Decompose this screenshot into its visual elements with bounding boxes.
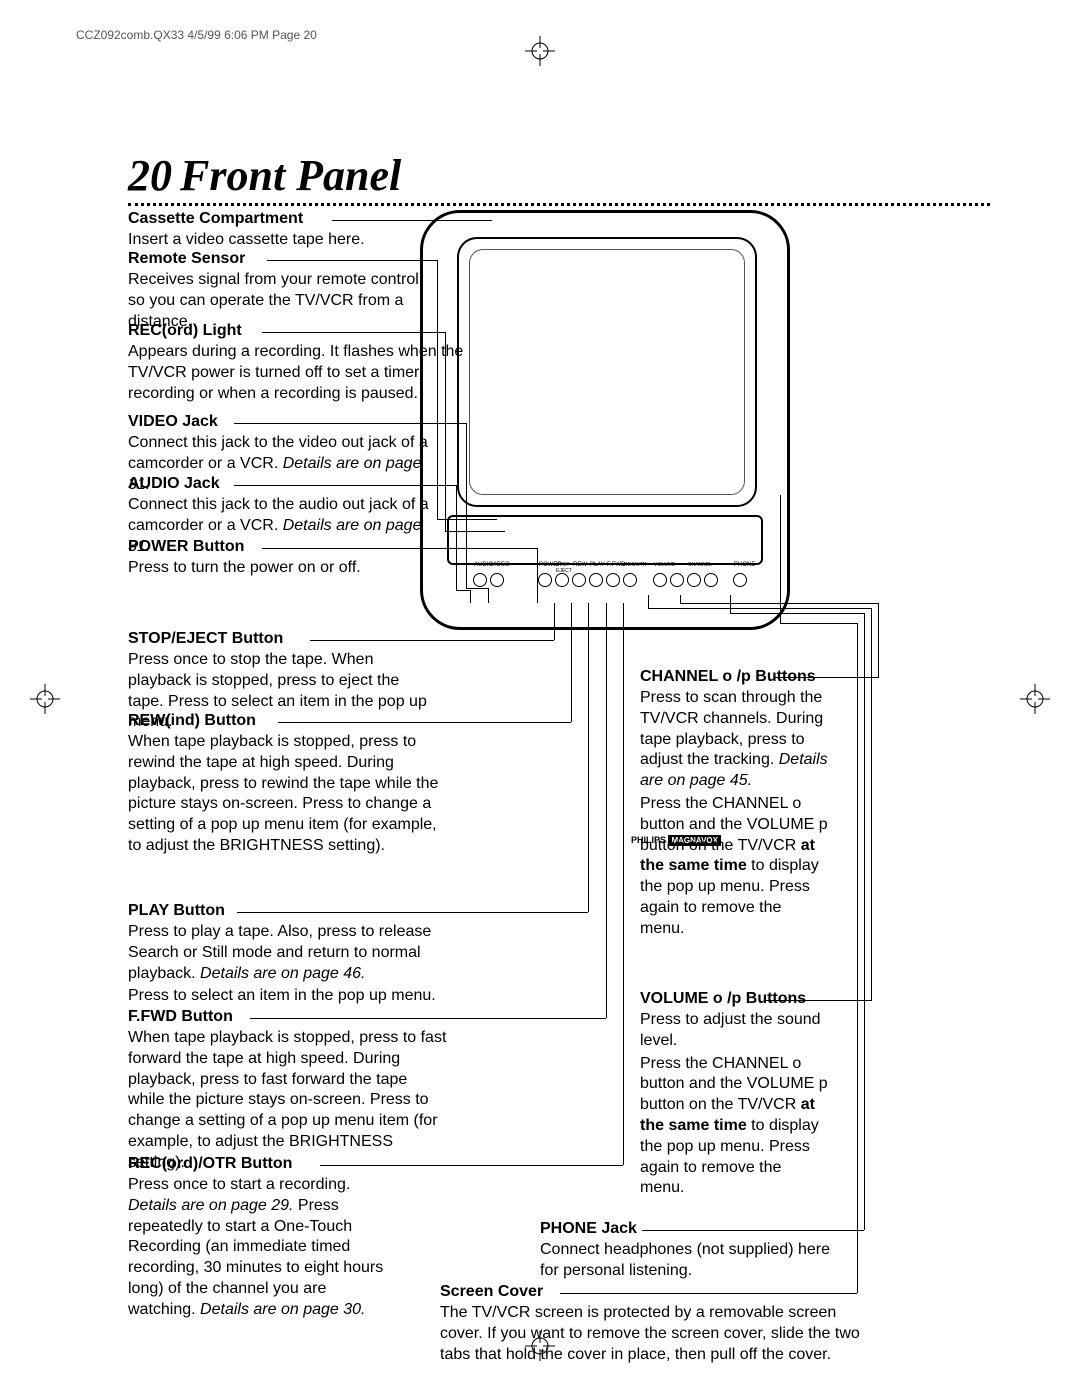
crop-mark-icon — [30, 684, 60, 714]
leader-line — [780, 495, 781, 623]
leader-line — [730, 595, 731, 613]
leader-line — [871, 608, 872, 1000]
power-section: POWER Button Press to turn the power on … — [128, 538, 488, 579]
cassette-section: Cassette Compartment Insert a video cass… — [128, 210, 488, 251]
power-heading: POWER Button — [128, 538, 244, 555]
leader-line — [488, 588, 489, 603]
leader-line — [466, 588, 488, 589]
cassette-text: Insert a video cassette tape here. — [128, 230, 488, 251]
volume-text: Press to adjust the sound level. — [640, 1010, 830, 1052]
crop-mark-icon — [525, 36, 555, 66]
power-text: Press to turn the power on or off. — [128, 558, 488, 579]
leader-line — [571, 603, 572, 722]
leader-line — [680, 595, 681, 603]
ffwd-heading: F.FWD Button — [128, 1008, 233, 1025]
screen-text: The TV/VCR screen is protected by a remo… — [440, 1303, 880, 1365]
leader-line — [878, 603, 879, 677]
rewind-text: When tape playback is stopped, press to … — [128, 732, 448, 857]
volume-section: VOLUME o /p Buttons Press to adjust the … — [640, 990, 870, 1199]
cassette-heading: Cassette Compartment — [128, 210, 303, 227]
title-underline — [128, 203, 990, 206]
play-text: Press to play a tape. Also, press to rel… — [128, 922, 438, 984]
page-title: Front Panel — [180, 151, 401, 200]
screen-heading: Screen Cover — [440, 1283, 543, 1300]
ffwd-text: When tape playback is stopped, press to … — [128, 1028, 448, 1174]
leader-line — [470, 590, 471, 603]
leader-line — [588, 603, 589, 912]
phone-text: Connect headphones (not supplied) here f… — [540, 1240, 840, 1282]
reclight-heading: REC(ord) Light — [128, 322, 242, 339]
phone-section: PHONE Jack Connect headphones (not suppl… — [540, 1220, 880, 1282]
play-section: PLAY Button Press to play a tape. Also, … — [128, 902, 488, 1007]
recotr-text: Press once to start a recording.Details … — [128, 1175, 388, 1321]
leader-line — [780, 623, 857, 624]
leader-line — [537, 548, 538, 603]
page-number: 20 — [128, 151, 172, 200]
page-header: CCZ092comb.QX33 4/5/99 6:06 PM Page 20 — [76, 28, 317, 42]
channel-heading: CHANNEL o /p Buttons — [640, 668, 816, 685]
remote-heading: Remote Sensor — [128, 250, 245, 267]
leader-line — [730, 613, 864, 614]
rewind-section: REW(ind) Button When tape playback is st… — [128, 712, 488, 857]
phone-heading: PHONE Jack — [540, 1220, 637, 1237]
stopeject-heading: STOP/EJECT Button — [128, 630, 283, 647]
leader-line — [623, 603, 624, 1165]
leader-line — [606, 603, 607, 1018]
reclight-section: REC(ord) Light Appears during a recordin… — [128, 322, 488, 404]
leader-line — [680, 603, 878, 604]
leader-line — [554, 603, 555, 640]
leader-line — [648, 608, 871, 609]
title-row: 20Front Panel — [128, 150, 990, 206]
channel-text2: Press the CHANNEL o button and the VOLUM… — [640, 794, 830, 940]
audiojack-heading: AUDIO Jack — [128, 475, 220, 492]
crop-mark-icon — [1020, 684, 1050, 714]
volume-heading: VOLUME o /p Buttons — [640, 990, 806, 1007]
channel-section: CHANNEL o /p Buttons Press to scan throu… — [640, 668, 870, 940]
screen-section: Screen Cover The TV/VCR screen is protec… — [440, 1283, 900, 1365]
leader-line — [648, 595, 649, 608]
videojack-heading: VIDEO Jack — [128, 413, 218, 430]
recotr-heading: REC(ord)/OTR Button — [128, 1155, 292, 1172]
recotr-section: REC(ord)/OTR Button Press once to start … — [128, 1155, 488, 1321]
remote-section: Remote Sensor Receives signal from your … — [128, 250, 488, 332]
play-text2: Press to select an item in the pop up me… — [128, 986, 438, 1007]
play-heading: PLAY Button — [128, 902, 225, 919]
volume-text2: Press the CHANNEL o button and the VOLUM… — [640, 1054, 830, 1200]
ffwd-section: F.FWD Button When tape playback is stopp… — [128, 1008, 488, 1174]
reclight-text: Appears during a recording. It flashes w… — [128, 342, 468, 404]
leader-line — [456, 590, 470, 591]
channel-text: Press to scan through the TV/VCR channel… — [640, 688, 830, 792]
rewind-heading: REW(ind) Button — [128, 712, 256, 729]
